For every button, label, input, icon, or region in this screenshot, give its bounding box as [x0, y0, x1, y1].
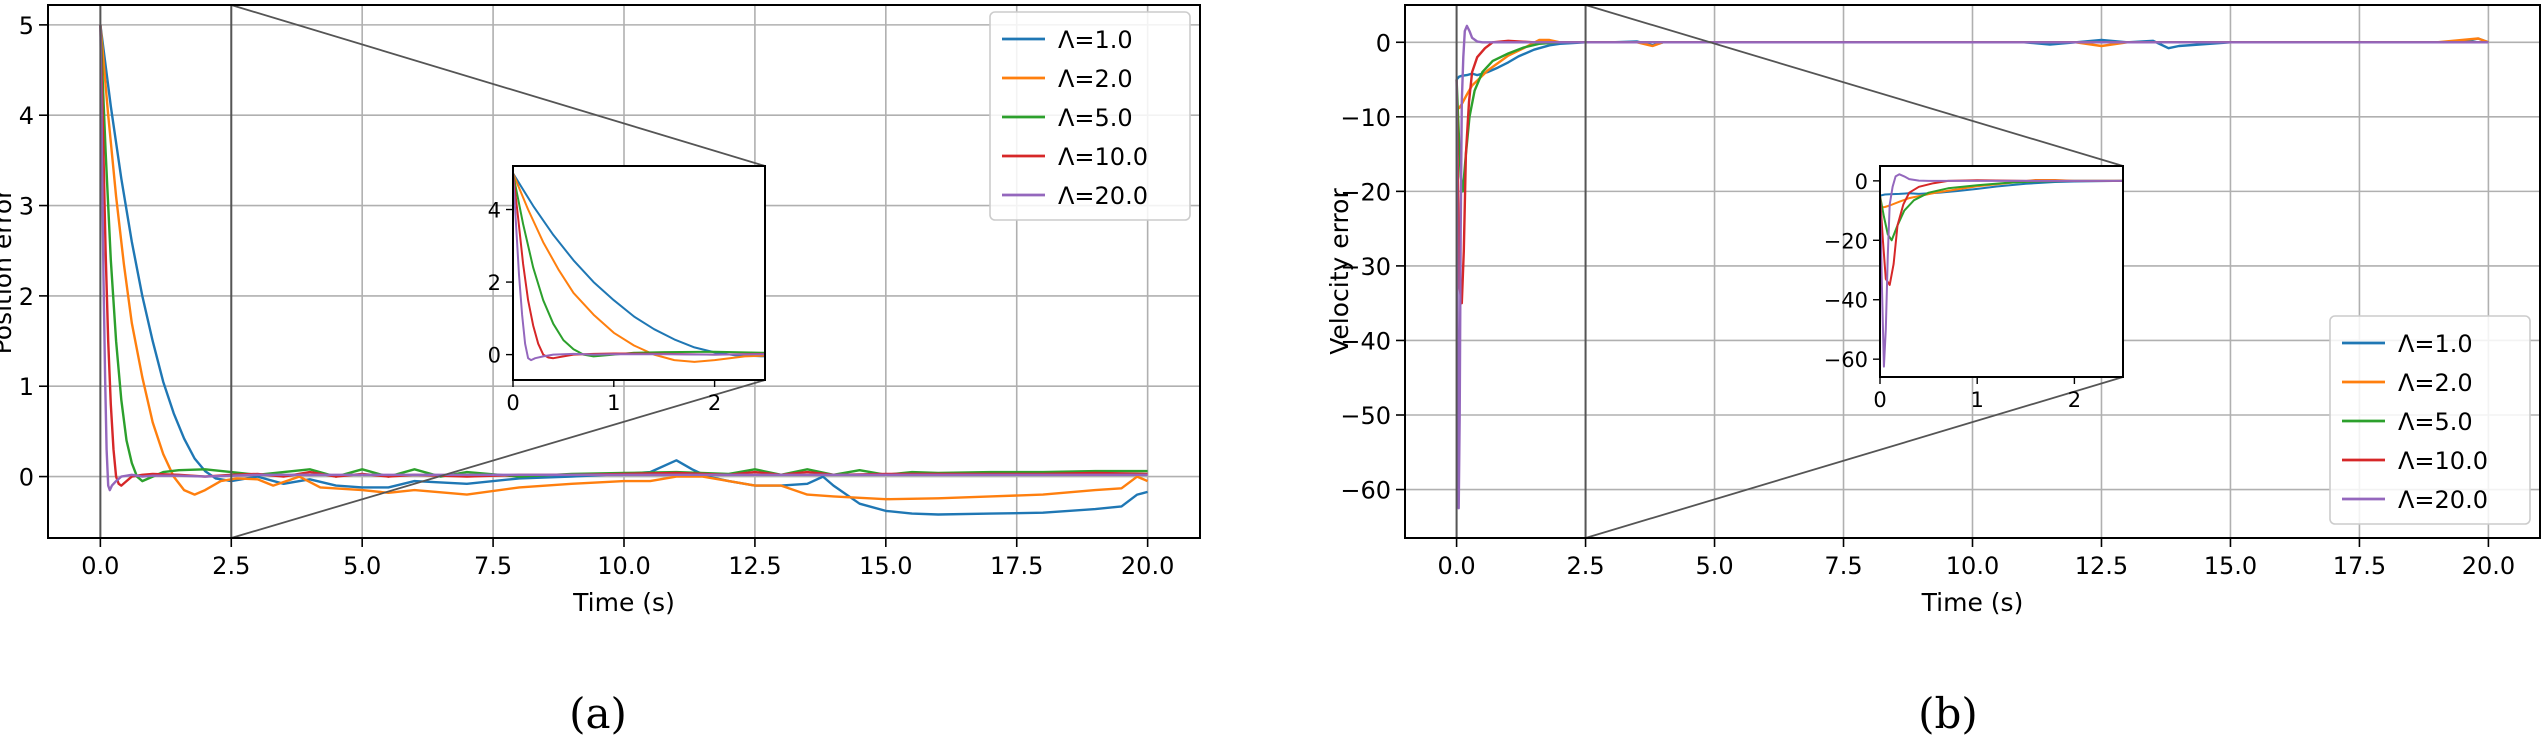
y-tick-label: −30 — [1340, 253, 1391, 281]
x-tick-label: 12.5 — [728, 552, 781, 580]
inset-x-tick-label: 0 — [1873, 388, 1886, 412]
y-axis-label: Position error — [0, 188, 17, 355]
inset-x-tick-label: 1 — [1971, 388, 1984, 412]
legend: Λ=1.0 Λ=2.0 Λ=5.0 Λ=10.0 Λ=20.0 — [2329, 315, 2531, 525]
inset-x-tick-label: 0 — [506, 391, 519, 415]
inset-series-line-0 — [513, 172, 765, 358]
inset-y-tick-label: 2 — [488, 271, 501, 295]
series-line-0 — [99, 24, 1148, 516]
x-tick-label: 7.5 — [1824, 552, 1862, 580]
inset-series-line-2 — [1880, 179, 2123, 242]
y-tick-label: −50 — [1340, 402, 1391, 430]
legend-box — [989, 11, 1191, 221]
legend-box — [2329, 315, 2531, 525]
chart-panel-b: 0.0 2.5 5.0 7.5 10.0 12.5 15.0 17.5 20.0 0 −10 −20 −… — [1325, 4, 2541, 738]
inset-y-tick-label: 0 — [488, 344, 501, 368]
legend-label-0: Λ=1.0 — [2398, 330, 2473, 358]
legend-label-0: Λ=1.0 — [1058, 26, 1133, 54]
legend: Λ=1.0 Λ=2.0 Λ=5.0 Λ=10.0 Λ=20.0 — [989, 11, 1191, 221]
x-tick-label: 10.0 — [1946, 552, 1999, 580]
inset-plot: 0 1 2 0 2 4 — [488, 165, 766, 415]
legend-label-3: Λ=10.0 — [1058, 143, 1148, 171]
x-axis-label: Time (s) — [572, 588, 675, 617]
legend-label-4: Λ=20.0 — [2398, 486, 2488, 514]
legend-label-1: Λ=2.0 — [2398, 369, 2473, 397]
inset-series-line-4 — [1880, 173, 2123, 368]
x-tick-label: 5.0 — [1695, 552, 1733, 580]
y-tick-label: 4 — [19, 102, 34, 130]
legend-label-1: Λ=2.0 — [1058, 65, 1133, 93]
x-tick-label: 7.5 — [474, 552, 512, 580]
legend-label-2: Λ=5.0 — [2398, 408, 2473, 436]
y-tick-label: −20 — [1340, 178, 1391, 206]
y-tick-label: −60 — [1340, 477, 1391, 505]
x-tick-label: 12.5 — [2075, 552, 2128, 580]
x-tick-label: 17.5 — [990, 552, 1043, 580]
series-line-2 — [99, 24, 1148, 483]
inset-y-tick-label: −60 — [1824, 348, 1868, 372]
zoom-connector-top — [1585, 4, 2124, 167]
legend-label-4: Λ=20.0 — [1058, 182, 1148, 210]
x-tick-label: 5.0 — [343, 552, 381, 580]
inset-series-line-1 — [513, 172, 765, 363]
y-tick-label: 2 — [19, 283, 34, 311]
x-tick-label: 15.0 — [2204, 552, 2257, 580]
legend-label-3: Λ=10.0 — [2398, 447, 2488, 475]
x-tick-label: 17.5 — [2333, 552, 2386, 580]
x-axis-label: Time (s) — [1921, 588, 2024, 617]
inset-plot: 0 1 2 0 −20 −40 −60 — [1824, 165, 2124, 412]
inset-series-line-3 — [1880, 179, 2123, 286]
x-tick-label: 20.0 — [1121, 552, 1174, 580]
inset-series-line-0 — [1880, 179, 2123, 197]
y-tick-label: −40 — [1340, 327, 1391, 355]
inset-frame — [1879, 165, 2124, 378]
inset-background — [513, 166, 765, 380]
inset-y-tick-label: 4 — [488, 199, 501, 223]
inset-frame — [512, 165, 766, 381]
x-tick-label: 0.0 — [81, 552, 119, 580]
inset-background — [1880, 166, 2123, 377]
x-tick-label: 0.0 — [1438, 552, 1476, 580]
inset-x-tick-label: 1 — [607, 391, 620, 415]
inset-x-tick-label: 2 — [708, 391, 721, 415]
y-axis-label: Velocity error — [1325, 188, 1354, 355]
x-tick-label: 15.0 — [859, 552, 912, 580]
inset-y-tick-label: −20 — [1824, 229, 1868, 253]
zoom-connector-bottom — [231, 379, 766, 539]
inset-y-tick-label: 0 — [1855, 170, 1868, 194]
y-tick-label: 0 — [1376, 29, 1391, 57]
zoom-connector-bottom — [1585, 376, 2124, 539]
panel-caption: (b) — [1918, 689, 1978, 738]
inset-series-line-1 — [1880, 179, 2123, 209]
series-line-4 — [1455, 24, 2489, 510]
x-tick-label: 10.0 — [597, 552, 650, 580]
series-line-4 — [99, 24, 1148, 492]
x-tick-label: 2.5 — [212, 552, 250, 580]
y-tick-label: 3 — [19, 193, 34, 221]
y-tick-label: 5 — [19, 12, 34, 40]
inset-series-line-4 — [513, 173, 765, 362]
y-tick-label: 0 — [19, 464, 34, 492]
chart-panel-a: 0.0 2.5 5.0 7.5 10.0 12.5 15.0 17.5 20.0 0 1 2 3 4 5 Ti… — [0, 4, 1201, 738]
panel-caption: (a) — [569, 689, 627, 738]
x-tick-label: 2.5 — [1566, 552, 1604, 580]
legend-label-2: Λ=5.0 — [1058, 104, 1133, 132]
inset-series-line-2 — [513, 173, 765, 358]
x-tick-label: 20.0 — [2462, 552, 2515, 580]
zoom-connector-top — [231, 4, 766, 167]
inset-y-tick-label: −40 — [1824, 289, 1868, 313]
series-line-1 — [99, 24, 1149, 501]
inset-x-tick-label: 2 — [2068, 388, 2081, 412]
y-tick-label: 1 — [19, 373, 34, 401]
y-tick-label: −10 — [1340, 104, 1391, 132]
